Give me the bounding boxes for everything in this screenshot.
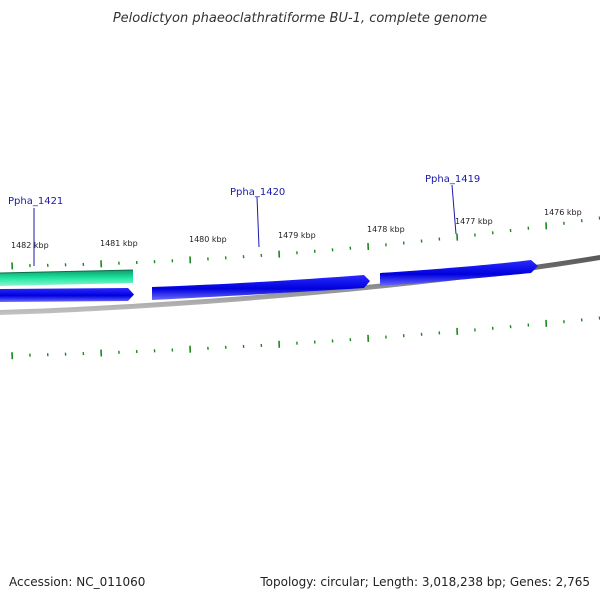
tick-label-1479: 1479 kbp [278,231,316,240]
gene-leader-ppha-1419 [452,185,456,234]
genome-summary-text: Topology: circular; Length: 3,018,238 bp… [260,575,590,589]
tick-label-1477: 1477 kbp [455,217,493,226]
tick-label-1478: 1478 kbp [367,225,405,234]
gene-arrow-ppha-1419 [380,260,538,286]
map-title: Pelodictyon phaeoclathratiforme BU-1, co… [0,11,600,26]
accession-text: Accession: NC_011060 [9,575,145,589]
gene-label-ppha-1420: Ppha_1420 [230,187,285,198]
tick-label-1476: 1476 kbp [544,208,582,217]
gene-label-ppha-1419: Ppha_1419 [425,174,480,185]
inner-tick-ring [12,317,600,360]
tick-label-1482: 1482 kbp [11,241,49,250]
gene-label-ppha-1421: Ppha_1421 [8,196,63,207]
gene-arrow-ppha-1421 [0,288,134,302]
tick-label-1480: 1480 kbp [189,235,227,244]
tick-label-1481: 1481 kbp [100,239,138,248]
gene-leader-ppha-1420 [257,197,259,247]
